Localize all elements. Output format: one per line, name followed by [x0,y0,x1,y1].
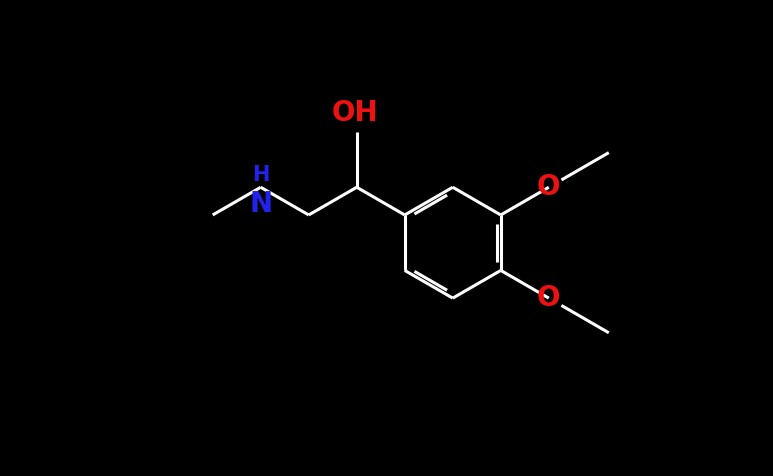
Text: O: O [537,173,560,201]
Text: H: H [252,165,270,185]
Text: N: N [249,189,272,218]
Text: O: O [537,284,560,312]
Text: OH: OH [332,99,379,127]
